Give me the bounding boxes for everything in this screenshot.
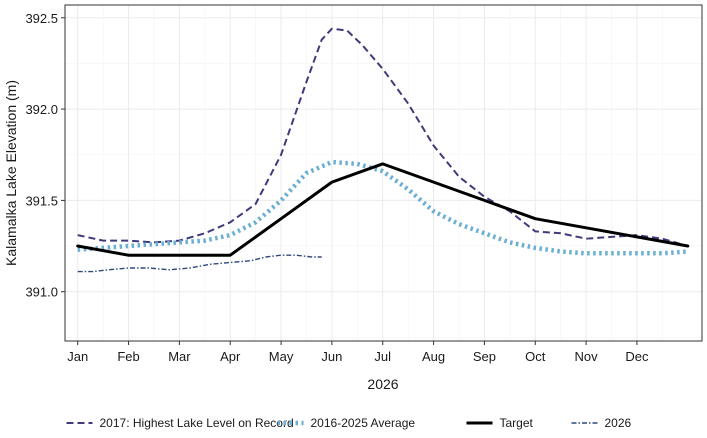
major-grid (65, 5, 702, 341)
legend: 2017: Highest Lake Level on Record 2016-2… (66, 416, 632, 430)
series-line-2 (77, 159, 688, 256)
legend-label: 2017: Highest Lake Level on Record (100, 416, 294, 430)
legend-item-2: 2016-2025 Average (277, 416, 416, 430)
x-axis: Jan Feb Mar Apr May Jun Jul Aug Sep Oct Nov Dec (67, 341, 649, 364)
legend-item-4: 2026 (571, 416, 632, 430)
x-tick-label: Feb (117, 349, 139, 364)
x-tick-label: Dec (625, 349, 649, 364)
legend-label: Target (500, 416, 534, 430)
x-axis-title: 2026 (367, 376, 398, 392)
x-tick-label: Aug (422, 349, 445, 364)
series-line-3 (76, 162, 690, 257)
y-axis: 391.0 391.5 392.0 392.5 (25, 11, 65, 300)
x-tick-label: Oct (525, 349, 546, 364)
y-tick-label: 391.0 (25, 285, 58, 300)
x-tick-label: Jul (374, 349, 391, 364)
series-layer (76, 27, 690, 273)
legend-label: 2016-2025 Average (311, 416, 416, 430)
x-tick-label: Nov (575, 349, 599, 364)
y-tick-label: 391.5 (25, 193, 58, 208)
series-line-1 (77, 27, 689, 247)
y-tick-label: 392.5 (25, 11, 58, 26)
plot-border (64, 4, 703, 342)
x-tick-label: May (269, 349, 294, 364)
y-tick-label: 392.0 (25, 102, 58, 117)
legend-item-1: 2017: Highest Lake Level on Record (66, 416, 294, 430)
series-line-4 (77, 254, 322, 273)
legend-label: 2026 (605, 416, 632, 430)
x-tick-label: Apr (220, 349, 241, 364)
x-tick-label: Sep (473, 349, 496, 364)
x-tick-label: Jan (67, 349, 88, 364)
plot-panel (65, 5, 702, 341)
legend-item-3: Target (466, 416, 534, 430)
x-tick-label: Mar (168, 349, 191, 364)
x-tick-label: Jun (321, 349, 342, 364)
y-axis-title: Kalamalka Lake Elevation (m) (3, 80, 19, 266)
